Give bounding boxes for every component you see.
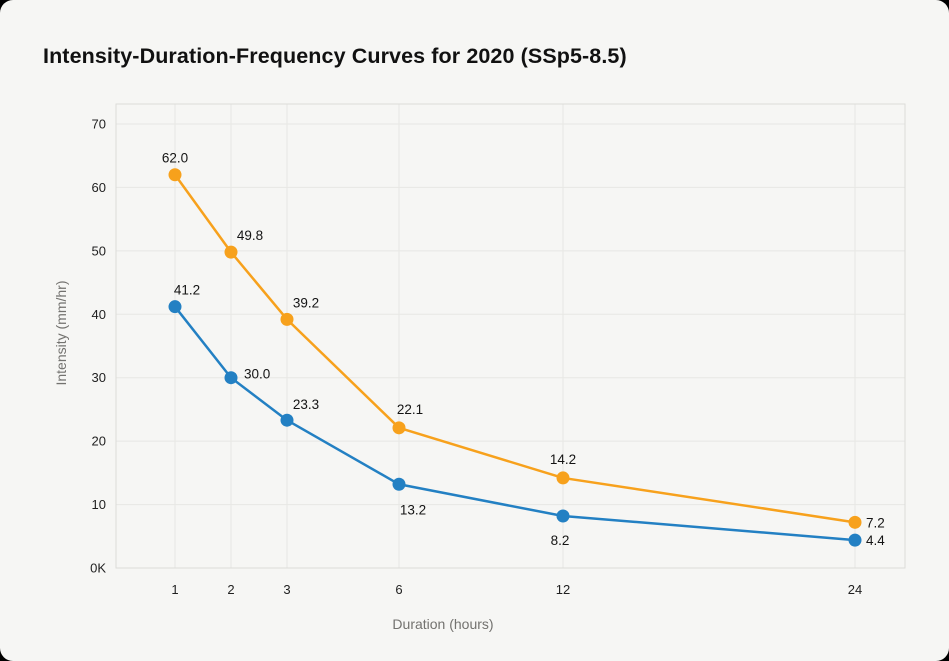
x-tick-label: 12: [556, 582, 570, 597]
x-tick-label: 3: [283, 582, 290, 597]
plot-frame: [115, 103, 906, 569]
data-point-upper-curve: [392, 421, 406, 435]
data-point-lower-curve: [392, 477, 406, 491]
data-point-label-lower-curve: 23.3: [293, 397, 319, 412]
data-point-label-lower-curve: 13.2: [400, 502, 426, 517]
y-tick-label: 40: [92, 307, 106, 322]
y-tick-label: 30: [92, 370, 106, 385]
data-point-upper-curve: [168, 168, 182, 182]
series-line-lower-curve: [173, 305, 857, 542]
series-line-upper-curve: [173, 173, 857, 524]
data-point-label-upper-curve: 49.8: [237, 228, 263, 243]
data-point-lower-curve: [556, 509, 570, 523]
y-axis-title: Intensity (mm/hr): [53, 280, 69, 385]
data-point-lower-curve: [848, 533, 862, 547]
data-point-upper-curve: [848, 515, 862, 529]
data-point-label-upper-curve: 39.2: [293, 295, 319, 310]
x-axis-title: Duration (hours): [392, 616, 493, 632]
data-point-label-upper-curve: 14.2: [550, 452, 576, 467]
data-point-lower-curve: [224, 371, 238, 385]
data-point-label-lower-curve: 30.0: [244, 367, 270, 382]
data-point-label-upper-curve: 62.0: [162, 151, 188, 166]
x-tick-label: 6: [395, 582, 402, 597]
data-point-upper-curve: [224, 245, 238, 259]
y-tick-label: 20: [92, 434, 106, 449]
y-tick-label: 50: [92, 243, 106, 258]
y-tick-label: 0K: [90, 561, 106, 576]
data-point-label-lower-curve: 4.4: [866, 533, 885, 548]
y-tick-label: 60: [92, 180, 106, 195]
y-tick-label: 70: [92, 117, 106, 132]
x-tick-label: 2: [227, 582, 234, 597]
data-point-label-lower-curve: 41.2: [174, 283, 200, 298]
data-point-upper-curve: [280, 312, 294, 326]
chart-title: Intensity-Duration-Frequency Curves for …: [43, 44, 627, 68]
x-tick-label: 1: [171, 582, 178, 597]
data-point-lower-curve: [168, 300, 182, 314]
data-point-label-lower-curve: 8.2: [551, 533, 570, 548]
data-point-lower-curve: [280, 413, 294, 427]
data-point-upper-curve: [556, 471, 570, 485]
x-tick-label: 24: [848, 582, 862, 597]
data-point-label-upper-curve: 22.1: [397, 402, 423, 417]
y-tick-label: 10: [92, 497, 106, 512]
data-point-label-upper-curve: 7.2: [866, 515, 885, 530]
